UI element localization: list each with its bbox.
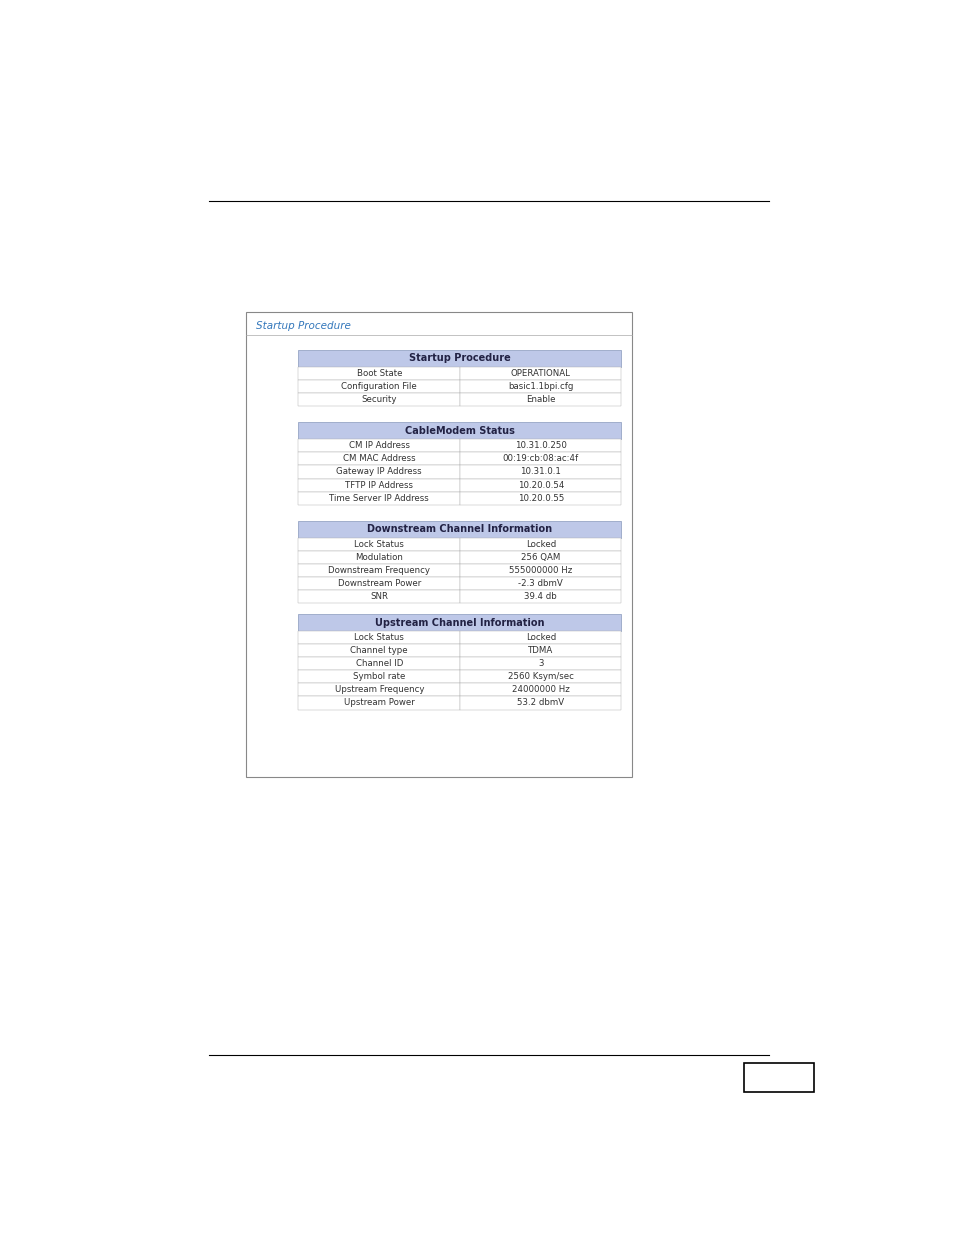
Bar (298, 577, 459, 590)
Text: -2.3 dbmV: -2.3 dbmV (517, 579, 562, 588)
Text: CableModem Status: CableModem Status (404, 426, 515, 436)
Text: TFTP IP Address: TFTP IP Address (345, 480, 413, 489)
Bar (459, 367, 620, 380)
Bar (298, 452, 459, 466)
Bar (459, 683, 620, 697)
Text: Downstream Frequency: Downstream Frequency (328, 566, 430, 576)
Bar (459, 478, 620, 492)
Bar (459, 577, 620, 590)
Bar (298, 537, 459, 551)
Text: OPERATIONAL: OPERATIONAL (511, 369, 570, 378)
Bar (459, 440, 620, 452)
Text: 39.4 db: 39.4 db (524, 593, 557, 601)
Bar (245, 312, 631, 777)
Text: Symbol rate: Symbol rate (353, 672, 405, 682)
Bar (298, 590, 459, 603)
Bar (459, 631, 620, 645)
Text: 10.20.0.55: 10.20.0.55 (517, 494, 563, 503)
Text: Lock Status: Lock Status (354, 634, 404, 642)
Text: Upstream Channel Information: Upstream Channel Information (375, 618, 544, 627)
Bar (459, 564, 620, 577)
Text: Boot State: Boot State (356, 369, 401, 378)
Text: Startup Procedure: Startup Procedure (409, 353, 510, 363)
Text: CM IP Address: CM IP Address (349, 441, 410, 451)
Bar (298, 440, 459, 452)
Text: basic1.1bpi.cfg: basic1.1bpi.cfg (508, 382, 573, 391)
Text: Time Server IP Address: Time Server IP Address (329, 494, 429, 503)
Bar (459, 380, 620, 393)
Text: 256 QAM: 256 QAM (520, 553, 560, 562)
Text: SNR: SNR (370, 593, 388, 601)
Bar (459, 466, 620, 478)
Text: CM MAC Address: CM MAC Address (342, 454, 416, 463)
Bar (298, 697, 459, 710)
Bar (298, 551, 459, 564)
Text: 3: 3 (537, 659, 543, 668)
Text: 10.31.0.250: 10.31.0.250 (515, 441, 566, 451)
Bar (298, 492, 459, 505)
Bar (298, 466, 459, 478)
Bar (298, 564, 459, 577)
Bar (459, 452, 620, 466)
Text: 555000000 Hz: 555000000 Hz (509, 566, 572, 576)
Bar (459, 657, 620, 671)
Text: Channel ID: Channel ID (355, 659, 402, 668)
Text: 24000000 Hz: 24000000 Hz (512, 685, 569, 694)
Text: Locked: Locked (525, 634, 556, 642)
Bar (298, 683, 459, 697)
Text: Gateway IP Address: Gateway IP Address (336, 468, 421, 477)
Bar (459, 671, 620, 683)
Bar (298, 380, 459, 393)
Bar (298, 631, 459, 645)
Text: TDMA: TDMA (528, 646, 553, 655)
Text: Lock Status: Lock Status (354, 540, 404, 548)
Text: Downstream Channel Information: Downstream Channel Information (367, 525, 552, 535)
Text: Upstream Frequency: Upstream Frequency (335, 685, 423, 694)
Text: 00:19:cb:08:ac:4f: 00:19:cb:08:ac:4f (502, 454, 578, 463)
Bar (298, 671, 459, 683)
Bar (298, 521, 620, 537)
Bar (459, 393, 620, 406)
Bar (459, 590, 620, 603)
Bar (459, 645, 620, 657)
Text: Upstream Power: Upstream Power (343, 699, 415, 708)
Text: 10.31.0.1: 10.31.0.1 (520, 468, 560, 477)
Text: Modulation: Modulation (355, 553, 403, 562)
Bar (298, 645, 459, 657)
Text: 2560 Ksym/sec: 2560 Ksym/sec (507, 672, 573, 682)
Bar (459, 697, 620, 710)
Bar (298, 657, 459, 671)
Bar (298, 393, 459, 406)
Text: Security: Security (361, 395, 396, 404)
Text: 53.2 dbmV: 53.2 dbmV (517, 699, 564, 708)
Bar (298, 422, 620, 440)
Text: Downstream Power: Downstream Power (337, 579, 420, 588)
Bar (298, 614, 620, 631)
Text: Enable: Enable (525, 395, 555, 404)
Text: Startup Procedure: Startup Procedure (255, 321, 350, 331)
Bar (743, 1063, 813, 1092)
Bar (459, 492, 620, 505)
Bar (459, 551, 620, 564)
Bar (298, 478, 459, 492)
Text: 10.20.0.54: 10.20.0.54 (517, 480, 563, 489)
Text: Locked: Locked (525, 540, 556, 548)
Text: Configuration File: Configuration File (341, 382, 416, 391)
Bar (298, 367, 459, 380)
Bar (459, 537, 620, 551)
Bar (298, 350, 620, 367)
Text: Channel type: Channel type (350, 646, 408, 655)
